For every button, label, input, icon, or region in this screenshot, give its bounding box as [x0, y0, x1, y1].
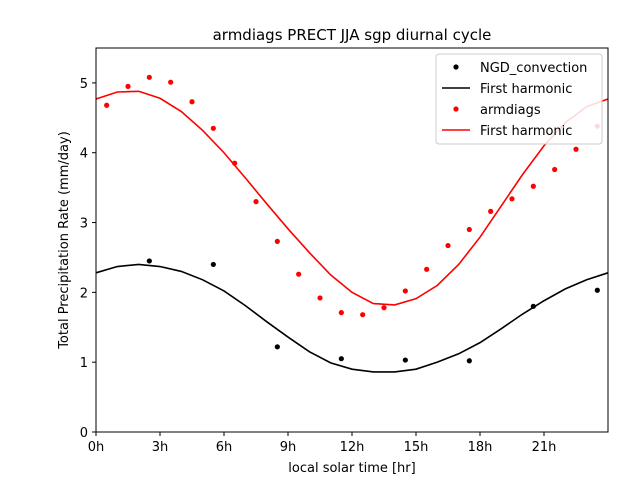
data-point-2	[402, 288, 408, 294]
x-tick-label: 3h	[152, 440, 169, 455]
data-point-2	[488, 208, 494, 214]
legend-box	[435, 53, 603, 145]
series-layer	[95, 74, 609, 373]
data-point-0	[594, 287, 600, 293]
data-point-2	[360, 312, 366, 318]
legend-label-3: First harmonic	[480, 124, 572, 139]
data-point-2	[552, 166, 558, 173]
y-tick-label: 5	[80, 77, 88, 92]
y-tick-label: 2	[80, 286, 88, 301]
data-point-2	[104, 102, 110, 108]
series-line-1	[95, 263, 609, 373]
y-tick-label: 3	[80, 217, 88, 232]
y-tick-label: 1	[80, 356, 88, 371]
data-point-2	[317, 295, 323, 301]
chart-title: armdiags PRECT JJA sgp diurnal cycle	[213, 26, 492, 44]
x-tick-label: 12h	[340, 440, 365, 455]
data-point-2	[189, 99, 195, 105]
x-tick-label: 15h	[404, 440, 429, 455]
data-point-2	[168, 79, 174, 85]
data-point-2	[210, 125, 216, 131]
legend: NGD_convection First harmonic armdiags Firs…	[435, 53, 603, 145]
data-point-0	[146, 258, 152, 264]
data-point-0	[274, 344, 280, 350]
data-point-0	[210, 261, 216, 268]
data-point-2	[296, 271, 302, 277]
data-point-0	[466, 358, 472, 364]
y-axis: 0 1 2 3 4 5	[80, 77, 96, 441]
legend-label-1: First harmonic	[480, 82, 572, 97]
data-point-0	[402, 357, 408, 363]
data-point-2	[509, 196, 515, 202]
x-tick-label: 0h	[88, 440, 105, 455]
legend-label-0: NGD_convection	[480, 61, 587, 76]
data-point-2	[573, 146, 579, 152]
x-tick-label: 18h	[468, 440, 493, 455]
data-point-2	[125, 83, 131, 89]
legend-marker-0	[453, 64, 459, 70]
data-point-2	[253, 199, 259, 205]
series-line-3	[95, 90, 609, 306]
y-tick-label: 4	[80, 147, 88, 162]
data-point-2	[466, 226, 472, 233]
data-point-2	[445, 242, 451, 249]
data-point-2	[146, 74, 152, 80]
x-tick-label: 21h	[532, 440, 557, 455]
y-tick-label: 0	[80, 426, 88, 441]
legend-label-2: armdiags	[480, 103, 541, 118]
x-tick-label: 6h	[216, 440, 233, 455]
data-point-2	[274, 238, 280, 244]
y-axis-label: Total Precipitation Rate (mm/day)	[57, 131, 72, 350]
legend-marker-2	[453, 106, 459, 112]
data-point-2	[338, 310, 344, 316]
x-axis: 0h 3h 6h 9h 12h 15h 18h 21h	[88, 432, 557, 455]
data-point-0	[338, 356, 344, 362]
data-point-2	[530, 183, 536, 189]
data-point-2	[381, 305, 387, 311]
data-point-2	[424, 266, 430, 272]
x-axis-label: local solar time [hr]	[288, 461, 415, 476]
x-tick-label: 9h	[280, 440, 297, 455]
